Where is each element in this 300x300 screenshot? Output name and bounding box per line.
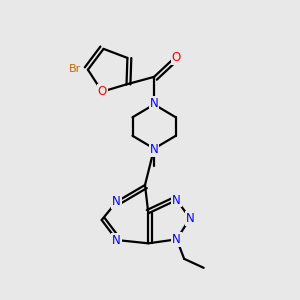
Text: N: N [172,194,181,206]
Text: N: N [150,97,158,110]
Text: Br: Br [69,64,81,74]
Text: O: O [172,51,181,64]
Text: O: O [98,85,107,98]
Text: N: N [186,212,194,225]
Text: N: N [150,143,158,156]
Text: N: N [112,195,121,208]
Text: N: N [112,233,121,247]
Text: N: N [172,233,181,246]
